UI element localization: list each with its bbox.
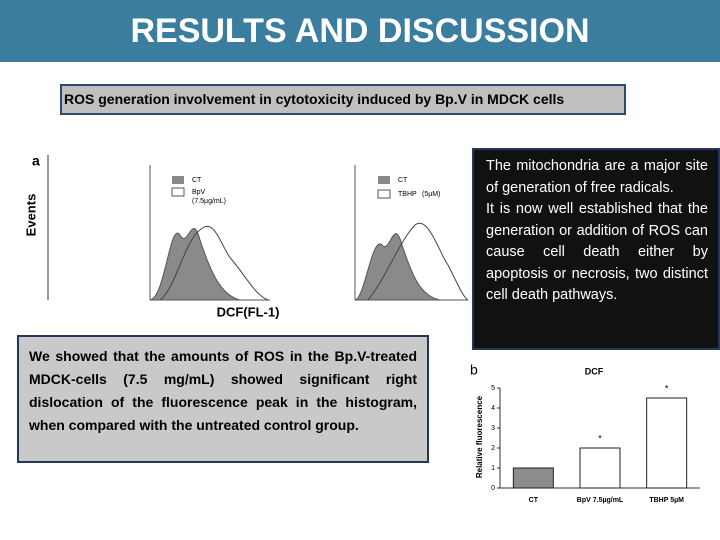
legend-text: BpV xyxy=(192,189,206,196)
bar xyxy=(512,467,554,489)
y-axis-label: Events xyxy=(23,194,38,237)
significance-mark: * xyxy=(665,383,669,393)
significance-mark: * xyxy=(598,433,602,443)
x-axis-label: DCF(FL-1) xyxy=(217,304,280,319)
left-text-box: We showed that the amounts of ROS in the… xyxy=(17,335,429,463)
panel-label: b xyxy=(470,362,478,378)
bar xyxy=(579,447,621,489)
histogram-right: CT TBHP (5µM) xyxy=(354,165,469,301)
y-tick-label: 3 xyxy=(491,425,495,432)
y-tick-label: 1 xyxy=(491,465,495,472)
paragraph: It is now well established that the gene… xyxy=(486,201,708,303)
right-text-box: The mitochondria are a major site of gen… xyxy=(472,148,720,350)
legend-text: (7.5µg/mL) xyxy=(192,198,226,205)
y-tick-label: 5 xyxy=(491,385,495,392)
bar xyxy=(646,397,688,489)
legend-text: CT xyxy=(192,177,202,184)
x-tick-label: BpV 7.5µg/mL xyxy=(577,497,624,504)
slide-title: RESULTS AND DISCUSSION xyxy=(0,0,720,62)
chart-title: DCF xyxy=(585,366,604,376)
legend-text: CT xyxy=(398,177,408,184)
y-tick-label: 4 xyxy=(491,405,495,412)
legend-text: (5µM) xyxy=(422,191,440,198)
y-tick-label: 2 xyxy=(491,445,495,452)
paragraph: The mitochondria are a major site of gen… xyxy=(486,158,708,196)
y-tick-label: 0 xyxy=(491,485,495,492)
y-axis-label: Relative fluorescence xyxy=(475,395,484,478)
x-tick-label: CT xyxy=(529,497,539,504)
x-tick-label: TBHP 5µM xyxy=(649,497,684,504)
subtitle: ROS generation involvement in cytotoxici… xyxy=(60,84,626,115)
legend-text: TBHP xyxy=(398,191,417,198)
histogram-left: CT BpV (7.5µg/mL) xyxy=(149,165,270,301)
panel-label: a xyxy=(32,153,40,169)
